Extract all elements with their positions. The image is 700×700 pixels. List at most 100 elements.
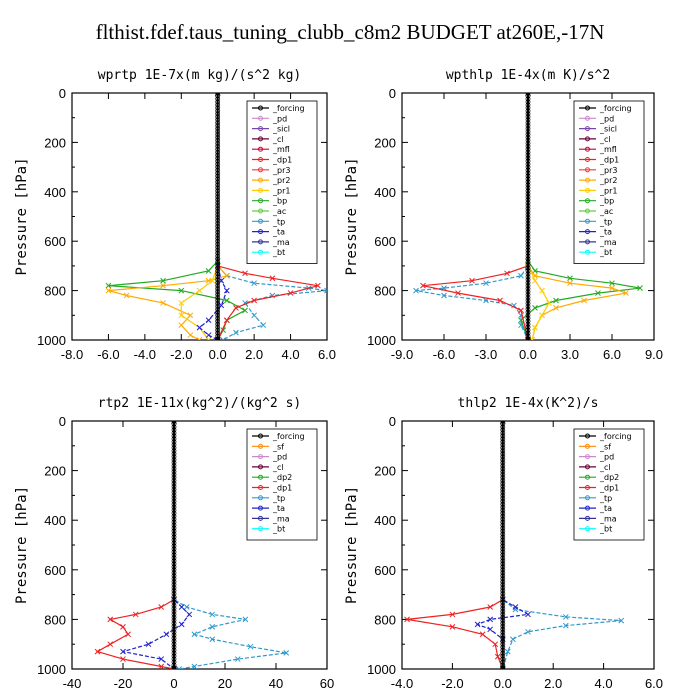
legend-marker [258, 157, 263, 162]
series-point-forcing [500, 487, 506, 492]
y-tick-label: 800 [44, 284, 66, 299]
series-point-forcing [500, 424, 506, 430]
y-tick-label: 800 [44, 612, 66, 627]
legend-marker [585, 167, 590, 173]
series-point-forcing [500, 540, 506, 546]
legend-marker [258, 187, 263, 193]
legend-marker [585, 229, 590, 235]
legend-label: _sicl [272, 125, 290, 134]
legend-label: _mfl [272, 145, 290, 154]
series-point-forcing [525, 179, 531, 185]
series-point-forcing [500, 481, 506, 486]
legend-label: _forcing [272, 432, 305, 441]
series-point-dp1 [125, 631, 131, 638]
series-point-forcing [215, 191, 221, 197]
series-point-forcing [215, 244, 221, 250]
series-point-forcing [525, 286, 531, 292]
series-point-forcing [525, 146, 531, 152]
y-tick-label: 1000 [37, 333, 66, 348]
series-point-forcing [171, 454, 177, 460]
legend-marker [585, 136, 590, 142]
series-point-forcing [171, 570, 177, 576]
legend-marker [258, 177, 263, 183]
series-point-forcing [215, 321, 221, 327]
series-point-forcing [500, 490, 506, 495]
legend-label: _dp1 [272, 484, 292, 493]
series-point-forcing [215, 167, 221, 173]
series-point-forcing [215, 93, 221, 96]
series-point-forcing [500, 615, 506, 620]
series-point-dp1 [479, 631, 486, 638]
series-line-pr1 [527, 93, 550, 340]
series-point-pr1 [532, 277, 538, 284]
series-point-ta [525, 611, 531, 618]
series-point-forcing [500, 528, 506, 534]
series-point-forcing [525, 197, 531, 203]
series-point-bp [567, 275, 573, 282]
legend-marker [258, 454, 263, 460]
series-point-forcing [171, 421, 177, 427]
x-tick-label: 6.0 [603, 347, 621, 362]
series-point-forcing [215, 120, 221, 126]
series-point-forcing [171, 546, 177, 552]
series-point-forcing [171, 492, 177, 498]
legend-marker [585, 105, 590, 111]
series-point-forcing [500, 498, 506, 504]
legend-label: _dp1 [599, 484, 619, 493]
series-point-forcing [500, 656, 506, 662]
series-point-pr1 [532, 324, 538, 331]
series-point-forcing [215, 149, 221, 155]
series-point-forcing [525, 247, 531, 253]
series-point-tp [441, 292, 447, 299]
series-point-dp1 [404, 616, 410, 623]
series-point-forcing [215, 182, 221, 188]
series-point-forcing [500, 665, 506, 669]
series-point-tp [413, 287, 419, 294]
series-point-forcing [215, 185, 221, 191]
series-point-forcing [500, 537, 506, 543]
legend-marker [585, 187, 590, 193]
legend-marker [585, 505, 590, 511]
series-point-forcing [500, 594, 506, 599]
series-point-forcing [171, 620, 177, 626]
series-point-forcing [215, 265, 221, 271]
series-point-forcing [525, 105, 531, 111]
series-point-forcing [215, 292, 221, 297]
series-point-dp1 [242, 270, 248, 277]
series-point-ta [178, 621, 185, 628]
series-point-tp [247, 643, 254, 650]
series-point-forcing [500, 644, 506, 650]
y-tick-label: 1000 [367, 662, 396, 677]
series-point-tp [233, 329, 239, 336]
series-point-pr2 [196, 337, 203, 340]
series-point-forcing [215, 108, 221, 114]
series-point-tp [234, 656, 241, 662]
y-tick-label: 1000 [37, 662, 66, 677]
series-point-forcing [215, 138, 221, 143]
series-point-forcing [500, 579, 506, 585]
series-point-forcing [525, 218, 531, 223]
series-point-forcing [171, 540, 177, 546]
series-point-forcing [215, 123, 221, 129]
series-point-dp1 [233, 305, 239, 311]
series-point-dp1 [158, 604, 165, 610]
series-point-forcing [215, 203, 221, 209]
series-point-forcing [500, 629, 506, 635]
series-point-forcing [171, 549, 177, 555]
series-point-forcing [215, 212, 221, 217]
series-point-forcing [525, 188, 531, 194]
series-point-bp [609, 280, 615, 287]
legend-marker [258, 126, 263, 132]
series-point-forcing [171, 528, 177, 534]
series-point-forcing [500, 448, 506, 454]
series-point-forcing [500, 609, 506, 614]
series-point-ta [158, 656, 165, 662]
series-point-ta [120, 648, 126, 655]
series-point-forcing [525, 99, 531, 105]
series-point-bp [223, 297, 230, 304]
series-point-forcing [525, 241, 531, 247]
series-point-forcing [525, 132, 531, 137]
series-point-bp [637, 285, 643, 291]
series-line-tp [217, 93, 327, 340]
x-tick-label: -40 [63, 676, 82, 691]
